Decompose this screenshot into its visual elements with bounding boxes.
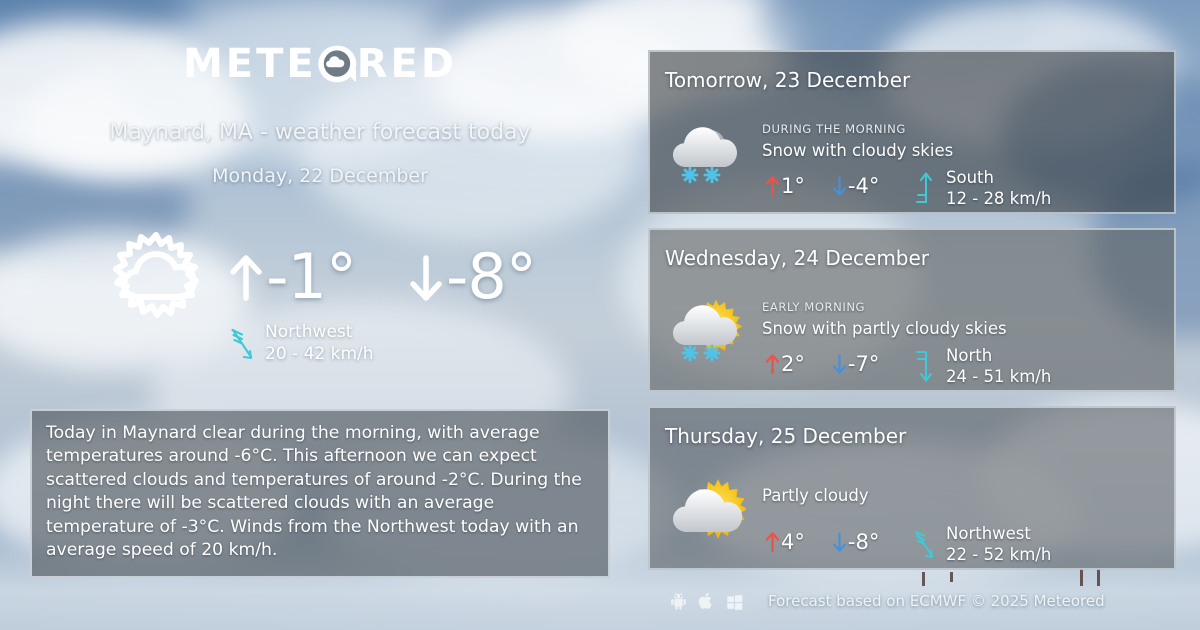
forecast-card-time-of-day: EARLY MORNING — [762, 300, 866, 314]
mast-4 — [1097, 569, 1100, 586]
footer-bar: Forecast based on ECMWF © 2025 Meteored — [670, 592, 1105, 610]
forecast-card-title: Tomorrow, 23 December — [665, 68, 911, 92]
current-wind-text: Northwest 20 - 42 km/h — [265, 322, 374, 366]
mast-2 — [950, 572, 953, 582]
forecast-card-wind-text: South 12 - 28 km/h — [946, 167, 1051, 209]
forecast-card-min-temp: -8° — [847, 530, 880, 554]
snow-partly-cloudy-icon — [666, 298, 746, 364]
partly-cloudy-icon — [666, 476, 748, 542]
forecast-card-condition: Snow with cloudy skies — [762, 141, 954, 160]
logo-text-left: METE — [182, 41, 317, 87]
cloud-in-o-icon — [317, 44, 357, 84]
current-max-temperature: -1° — [226, 240, 357, 313]
arrow-down-icon — [832, 532, 846, 552]
forecast-card-title: Thursday, 25 December — [665, 424, 907, 448]
logo-text-right: RED — [356, 41, 458, 87]
forecast-cards-column: Tomorrow, 23 December — [646, 0, 1200, 630]
forecast-card-wind-direction: North — [946, 346, 993, 365]
forecast-credit: Forecast based on ECMWF © 2025 Meteored — [768, 592, 1105, 610]
forecast-card-temperatures: 1° -4° — [764, 174, 879, 198]
forecast-card-max-temp: 1° — [781, 174, 805, 198]
forecast-card-wind-text: North 24 - 51 km/h — [946, 345, 1051, 387]
forecast-card-wind-speed: 22 - 52 km/h — [946, 545, 1052, 565]
arrow-up-icon — [765, 532, 780, 553]
forecast-card-title: Wednesday, 24 December — [665, 246, 930, 270]
forecast-card-wind: South 12 - 28 km/h — [912, 167, 1051, 209]
arrow-down-icon — [832, 354, 846, 374]
forecast-card-wednesday[interactable]: Wednesday, 24 December — [648, 228, 1176, 392]
forecast-card-time-of-day: DURING THE MORNING — [762, 122, 906, 136]
current-min-temp-value: -8° — [446, 240, 537, 313]
current-conditions-column: METE RED Maynard, MA - weather forecast … — [0, 44, 640, 578]
arrow-down-icon — [832, 176, 846, 196]
forecast-card-temperatures: 4° -8° — [764, 530, 879, 554]
wind-barb-north-icon — [912, 347, 936, 385]
forecast-card-wind-speed: 12 - 28 km/h — [946, 189, 1052, 209]
forecast-card-max-temp: 2° — [781, 352, 805, 376]
forecast-card-min-temp: -7° — [847, 352, 880, 376]
android-icon[interactable] — [670, 592, 687, 610]
mast-3 — [1080, 569, 1083, 586]
forecast-card-tomorrow[interactable]: Tomorrow, 23 December — [648, 50, 1176, 214]
arrow-up-icon — [765, 176, 780, 197]
forecast-description: Today in Maynard clear during the mornin… — [30, 409, 610, 578]
forecast-card-wind-direction: Northwest — [946, 524, 1031, 543]
apple-icon[interactable] — [698, 592, 715, 610]
snow-cloudy-icon — [666, 120, 746, 186]
current-wind-speed: 20 - 42 km/h — [265, 343, 374, 364]
forecast-card-max-temp: 4° — [781, 530, 805, 554]
forecast-card-temperatures: 2° -7° — [764, 352, 879, 376]
wind-barb-south-icon — [912, 169, 936, 207]
forecast-card-wind-text: Northwest 22 - 52 km/h — [946, 523, 1051, 565]
wind-barb-northwest-icon — [228, 323, 256, 365]
page-title: Maynard, MA - weather forecast today — [109, 120, 531, 145]
windows-icon[interactable] — [726, 592, 743, 610]
wind-barb-northwest-icon — [912, 525, 936, 563]
mast-1 — [922, 572, 925, 586]
forecast-card-wind-speed: 24 - 51 km/h — [946, 367, 1052, 387]
meteored-logo[interactable]: METE RED — [0, 44, 640, 84]
sun-behind-cloud-outline-icon — [104, 225, 216, 329]
current-min-temperature: -8° — [406, 240, 537, 313]
forecast-card-wind-direction: South — [946, 168, 994, 187]
forecast-card-min-temp: -4° — [847, 174, 880, 198]
arrow-down-icon — [410, 255, 442, 301]
forecast-card-wind: Northwest 22 - 52 km/h — [912, 523, 1051, 565]
forecast-card-condition: Snow with partly cloudy skies — [762, 319, 1007, 338]
arrow-up-icon — [230, 255, 262, 301]
current-wind: Northwest 20 - 42 km/h — [228, 322, 374, 366]
current-date: Monday, 22 December — [212, 165, 428, 187]
forecast-card-condition: Partly cloudy — [762, 486, 869, 505]
current-summary: -1° -8° — [0, 222, 640, 332]
current-wind-direction: Northwest — [265, 322, 353, 342]
arrow-up-icon — [765, 354, 780, 375]
forecast-card-thursday[interactable]: Thursday, 25 December — [648, 406, 1176, 570]
current-max-temp-value: -1° — [266, 240, 357, 313]
forecast-card-wind: North 24 - 51 km/h — [912, 345, 1051, 387]
